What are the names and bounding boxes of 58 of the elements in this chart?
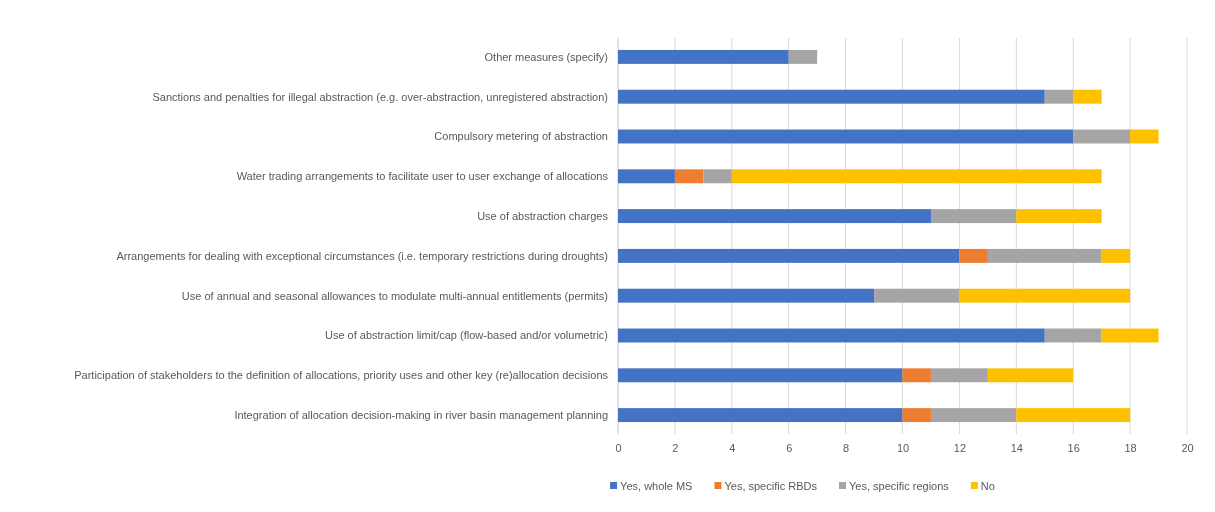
x-tick-label: 8 <box>843 441 850 454</box>
bar <box>618 288 875 303</box>
legend-label: No <box>980 479 995 492</box>
bar <box>788 49 818 64</box>
bar <box>959 248 988 263</box>
legend-label: Yes, specific regions <box>848 479 950 492</box>
bar <box>703 169 732 184</box>
bar <box>902 368 931 383</box>
bar <box>1016 209 1102 224</box>
bar <box>1101 328 1159 343</box>
x-tick-label: 12 <box>953 441 967 454</box>
y-tick-label: Compulsory metering of abstraction <box>434 130 608 143</box>
x-tick-label: 2 <box>672 441 679 454</box>
y-tick-label: Participation of stakeholders to the definition of allocations, priority uses and other key (re)allocation decisions <box>74 369 609 382</box>
x-tick-label: 4 <box>729 441 736 454</box>
y-tick-label: Other measures (specify) <box>484 50 608 63</box>
bar <box>618 129 1074 144</box>
bar <box>1130 129 1159 144</box>
bar <box>618 89 1045 104</box>
x-tick-label: 0 <box>615 441 622 454</box>
x-tick-label: 16 <box>1067 441 1080 454</box>
x-tick-label: 10 <box>896 441 910 454</box>
x-tick-label: 14 <box>1010 441 1023 454</box>
bar <box>1073 129 1131 144</box>
bar <box>930 368 988 383</box>
bar <box>618 368 903 383</box>
y-tick-label: Arrangements for dealing with exceptional circumstances (i.e. temporary restrictions during droughts) <box>116 249 608 262</box>
x-tick-label: 18 <box>1124 441 1137 454</box>
legend-label: Yes, specific RBDs <box>724 479 818 492</box>
bar <box>959 288 1131 303</box>
bar <box>674 169 704 184</box>
bar <box>930 209 1017 224</box>
bar <box>1016 408 1131 423</box>
bar <box>618 408 903 423</box>
x-tick-label: 6 <box>786 441 793 454</box>
bar <box>874 288 960 303</box>
bar <box>987 248 1102 263</box>
y-tick-label: Use of abstraction limit/cap (flow-based and/or volumetric) <box>324 329 608 342</box>
bar <box>618 169 675 184</box>
bar <box>1044 89 1074 104</box>
bar <box>930 408 1017 423</box>
y-tick-label: Water trading arrangements to facilitate user to user exchange of allocations <box>236 170 609 183</box>
bar <box>1101 248 1131 263</box>
bar <box>618 328 1045 343</box>
bar <box>1073 89 1102 104</box>
legend-label: Yes, whole MS <box>620 479 693 492</box>
bar <box>618 248 960 263</box>
bar <box>987 368 1074 383</box>
y-tick-label: Use of abstraction charges <box>477 209 609 222</box>
x-tick-label: 20 <box>1181 441 1194 454</box>
y-tick-label: Integration of allocation decision-making in river basin management planning <box>234 408 608 421</box>
bar <box>902 408 931 423</box>
bar <box>731 169 1102 184</box>
bar <box>1044 328 1102 343</box>
y-tick-label: Use of annual and seasonal allowances to modulate multi-annual entitlements (permits) <box>181 289 608 302</box>
bar <box>618 209 931 224</box>
y-tick-label: Sanctions and penalties for illegal abstraction (e.g. over-abstraction, unregistered abstraction) <box>152 90 608 103</box>
bar <box>618 49 789 64</box>
